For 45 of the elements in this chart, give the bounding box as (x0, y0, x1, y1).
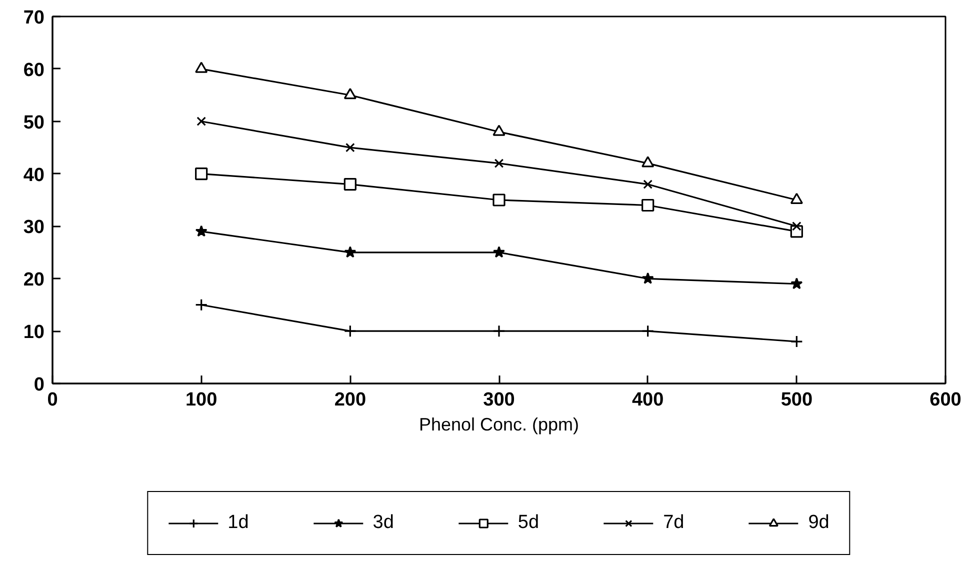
legend-label: 7d (663, 512, 684, 534)
x-tick-label: 300 (483, 390, 515, 410)
point (492, 194, 506, 206)
y-tick-label: 60 (23, 60, 45, 81)
point (196, 116, 206, 126)
x-axis-title: Phenol Conc. (ppm) (418, 414, 580, 434)
point (642, 198, 654, 212)
point (792, 222, 802, 231)
point (492, 324, 506, 338)
point (642, 272, 654, 284)
point (195, 167, 208, 180)
point (344, 178, 356, 191)
x-tick-label: 500 (780, 390, 813, 410)
point (643, 180, 653, 189)
point (642, 324, 654, 338)
y-tick-label: 70 (23, 8, 45, 28)
point (344, 88, 356, 100)
point (195, 225, 208, 237)
y-tick-label: 10 (23, 322, 45, 344)
point (344, 324, 356, 338)
legend-label: 1d (228, 512, 249, 534)
point (492, 124, 506, 136)
point (195, 62, 208, 73)
x-tick-label: 600 (930, 390, 962, 410)
x-tick-label: 200 (334, 390, 366, 410)
point (790, 278, 803, 290)
y-tick-label: 30 (23, 217, 45, 238)
legend-label: 3d (372, 512, 394, 534)
point (642, 156, 654, 168)
point (344, 246, 356, 258)
point (195, 298, 208, 312)
point (492, 246, 506, 258)
point (494, 158, 504, 168)
x-tick-label: 400 (632, 390, 664, 410)
point (790, 335, 803, 348)
legend-label: 9d (808, 512, 830, 534)
point (345, 142, 355, 152)
y-tick-label: 20 (23, 270, 45, 291)
y-tick-label: 40 (23, 164, 45, 186)
y-tick-label: 50 (23, 112, 45, 134)
legend-label: 5d (518, 512, 540, 534)
x-tick-label: 100 (185, 390, 218, 410)
x-tick-label: 0 (47, 390, 58, 410)
y-tick-label: 0 (34, 374, 45, 396)
point (790, 192, 803, 204)
